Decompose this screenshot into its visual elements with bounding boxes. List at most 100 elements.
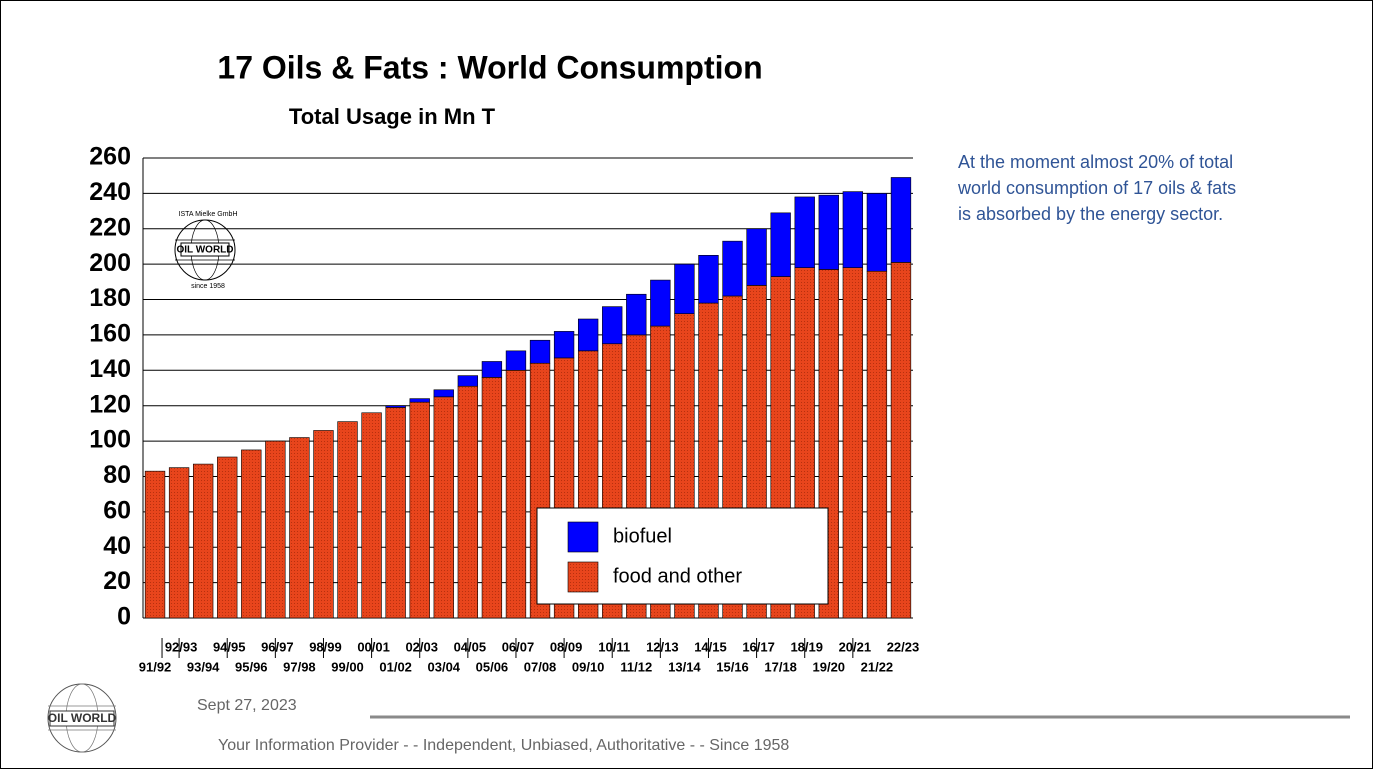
- y-tick-label: 20: [103, 567, 131, 595]
- bar-segment: [794, 196, 815, 268]
- bar-segment: [192, 463, 214, 619]
- logo-maker: ISTA Mielke GmbH: [179, 211, 238, 218]
- footer-date: Sept 27, 2023: [197, 697, 297, 714]
- x-tick-label: 11/12: [620, 659, 652, 674]
- bar-segment: [626, 293, 647, 336]
- x-tick-label: 06/07: [502, 639, 535, 654]
- bar-segment: [168, 467, 190, 619]
- x-tick-label: 91/92: [139, 659, 172, 674]
- annotation: At the moment almost 20% of total world …: [957, 152, 1236, 224]
- x-tick-label: 05/06: [476, 659, 509, 674]
- bar-segment: [433, 389, 454, 398]
- legend-label: food and other: [613, 565, 742, 587]
- bar-segment: [698, 255, 719, 304]
- bar-segment: [457, 375, 479, 387]
- bar-segment: [890, 177, 912, 263]
- x-tick-label: 17/18: [764, 659, 797, 674]
- bar-segment: [866, 270, 888, 619]
- x-tick-label: 04/05: [454, 639, 487, 654]
- y-tick-label: 140: [89, 355, 131, 383]
- logo-text: OIL WORLD: [176, 245, 233, 256]
- bar-segment: [457, 385, 479, 619]
- bar-segment: [241, 449, 262, 619]
- bar-segment: [433, 396, 454, 619]
- y-tick-label: 100: [89, 426, 131, 454]
- bar-segment: [842, 191, 864, 268]
- y-tick-label: 200: [89, 249, 131, 277]
- y-tick-label: 0: [117, 603, 131, 631]
- legend-swatch: [567, 561, 599, 593]
- bar-segment: [866, 193, 888, 272]
- bar-segment: [385, 405, 406, 408]
- chart-logo: OIL WORLD ISTA Mielke GmbH since 1958: [174, 211, 238, 290]
- footer-logo: OIL WORLD: [47, 683, 117, 753]
- y-tick-label: 160: [89, 320, 131, 348]
- x-tick-label: 16/17: [742, 639, 775, 654]
- bar-segment: [505, 370, 527, 619]
- bar-segment: [361, 412, 382, 619]
- footer-tagline: Your Information Provider - - Independen…: [218, 737, 789, 754]
- logo-since: since 1958: [191, 283, 225, 290]
- x-tick-label: 95/96: [235, 659, 268, 674]
- x-tick-label: 02/03: [405, 639, 438, 654]
- y-tick-label: 220: [89, 213, 131, 241]
- bar-segment: [409, 401, 430, 619]
- x-tick-label: 18/19: [790, 639, 823, 654]
- bar-segment: [481, 377, 503, 619]
- y-tick-label: 80: [103, 461, 131, 489]
- x-tick-label: 15/16: [716, 659, 749, 674]
- x-tick-label: 01/02: [379, 659, 412, 674]
- footer-logo-text: OIL WORLD: [48, 711, 117, 725]
- x-tick-label: 20/21: [839, 639, 872, 654]
- bar-segment: [842, 267, 864, 619]
- x-tick-label: 09/10: [572, 659, 605, 674]
- bar-segment: [890, 262, 912, 619]
- annotation-line: is absorbed by the energy sector.: [958, 204, 1223, 224]
- bar-segment: [553, 331, 575, 359]
- x-tick-label: 97/98: [283, 659, 316, 674]
- bar-segment: [577, 318, 599, 352]
- bar-segment: [722, 240, 743, 297]
- bar-segment: [818, 194, 839, 270]
- chart-subtitle: Total Usage in Mn T: [289, 104, 496, 129]
- bar-segment: [746, 228, 767, 286]
- y-tick-label: 260: [89, 143, 131, 171]
- bar-segment: [674, 263, 695, 314]
- x-tick-label: 19/20: [813, 659, 846, 674]
- bar-segment: [289, 437, 310, 619]
- y-tick-label: 40: [103, 532, 131, 560]
- bar-segment: [385, 407, 406, 619]
- bar-segment: [313, 430, 334, 619]
- bar-segment: [144, 470, 166, 619]
- y-tick-label: 180: [89, 284, 131, 312]
- bar-segment: [481, 361, 503, 378]
- y-tick-label: 60: [103, 496, 131, 524]
- x-tick-label: 98/99: [309, 639, 342, 654]
- x-tick-label: 21/22: [861, 659, 894, 674]
- bar-segment: [217, 456, 238, 619]
- x-tick-label: 08/09: [550, 639, 583, 654]
- x-tick-label: 99/00: [331, 659, 364, 674]
- x-tick-label: 92/93: [165, 639, 198, 654]
- x-tick-label: 10/11: [598, 639, 630, 654]
- x-tick-label: 13/14: [668, 659, 701, 674]
- bar-segment: [529, 339, 551, 364]
- annotation-line: world consumption of 17 oils & fats: [957, 178, 1236, 198]
- x-tick-label: 22/23: [887, 639, 920, 654]
- y-tick-label: 240: [89, 178, 131, 206]
- bar-segment: [602, 306, 623, 345]
- bar-segment: [650, 279, 671, 327]
- bar-segment: [505, 350, 527, 371]
- x-tick-label: 93/94: [187, 659, 220, 674]
- bar-segment: [770, 212, 791, 277]
- y-tick-label: 120: [89, 390, 131, 418]
- legend-swatch: [567, 521, 599, 553]
- annotation-line: At the moment almost 20% of total: [958, 152, 1233, 172]
- x-tick-label: 96/97: [261, 639, 294, 654]
- legend-label: biofuel: [613, 525, 672, 547]
- x-tick-label: 00/01: [357, 639, 390, 654]
- x-tick-label: 94/95: [213, 639, 246, 654]
- bar-segment: [409, 398, 430, 403]
- bar-segment: [265, 440, 286, 619]
